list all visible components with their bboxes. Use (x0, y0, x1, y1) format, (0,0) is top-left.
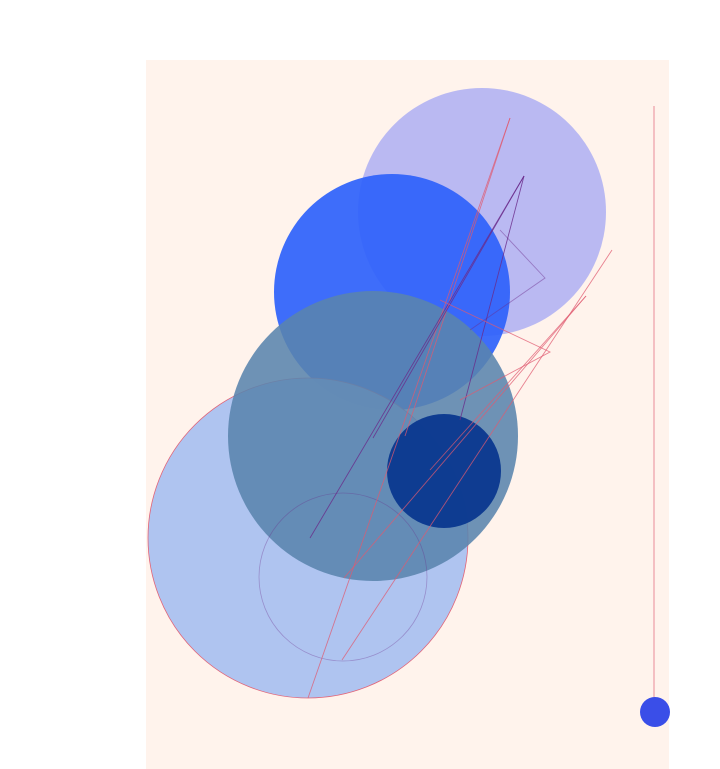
small-blue-dot (640, 697, 670, 727)
line-red-1 (307, 117, 511, 699)
line-red-4 (343, 295, 587, 579)
polyline-2 (469, 229, 546, 331)
navy-circle (387, 414, 501, 528)
line-purple-3 (459, 175, 525, 421)
outline-circle (258, 492, 428, 662)
polyline-1 (439, 299, 552, 401)
thin-lines (307, 106, 655, 712)
line-red-5 (429, 295, 587, 471)
line-purple-1 (372, 175, 525, 439)
line-purple-2 (309, 175, 525, 539)
line-red-2 (404, 117, 511, 437)
